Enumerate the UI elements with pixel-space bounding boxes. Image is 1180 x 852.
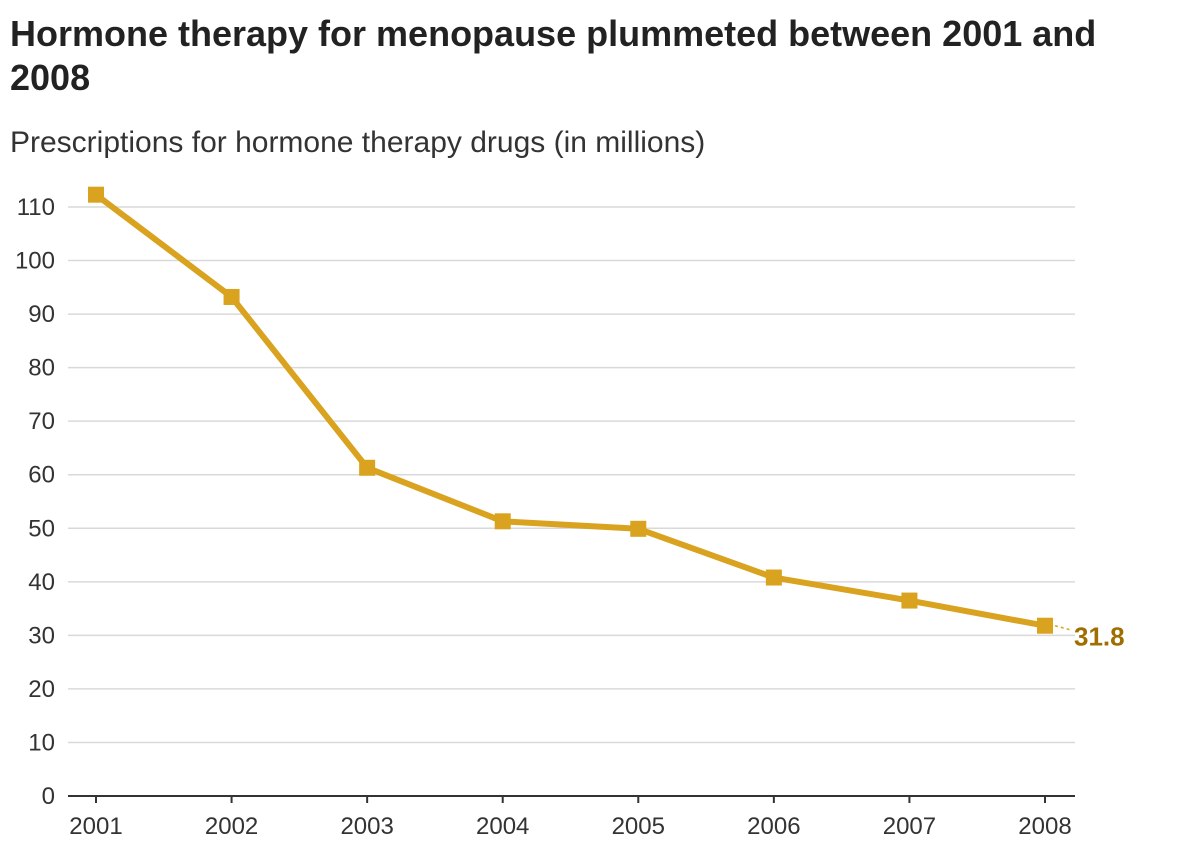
x-tick-label-2008: 2008 bbox=[1018, 813, 1071, 840]
y-tick-label-50: 50 bbox=[28, 515, 55, 542]
data-point-2001 bbox=[88, 186, 104, 203]
y-tick-label-30: 30 bbox=[28, 622, 55, 649]
x-tick-label-2005: 2005 bbox=[612, 813, 665, 840]
data-point-2006 bbox=[765, 569, 782, 586]
data-point-2002 bbox=[223, 288, 240, 305]
data-point-2007 bbox=[901, 592, 918, 609]
y-tick-label-20: 20 bbox=[28, 676, 55, 703]
chart-title: Hormone therapy for menopause plummeted … bbox=[10, 13, 1097, 98]
y-tick-label-90: 90 bbox=[28, 301, 55, 328]
y-tick-label-110: 110 bbox=[17, 194, 55, 221]
end-value-label: 31.8 bbox=[1074, 622, 1125, 652]
data-point-2004 bbox=[494, 513, 511, 530]
chart-subtitle: Prescriptions for hormone therapy drugs … bbox=[10, 126, 706, 159]
y-tick-label-10: 10 bbox=[28, 729, 55, 756]
data-point-2008 bbox=[1037, 617, 1053, 634]
y-tick-label-70: 70 bbox=[28, 408, 55, 435]
data-point-2003 bbox=[359, 459, 376, 476]
x-tick-label-2002: 2002 bbox=[205, 813, 258, 840]
x-tick-label-2007: 2007 bbox=[883, 813, 936, 840]
y-tick-label-100: 100 bbox=[15, 248, 55, 275]
end-label-connector bbox=[1054, 625, 1071, 631]
x-tick-label-2001: 2001 bbox=[69, 813, 122, 840]
y-tick-label-40: 40 bbox=[28, 569, 55, 596]
x-tick-label-2003: 2003 bbox=[340, 813, 393, 840]
series-prescriptions: 31.8 bbox=[88, 186, 1125, 652]
y-tick-label-0: 0 bbox=[42, 783, 55, 810]
gridlines bbox=[68, 206, 1075, 744]
x-axis-tick-labels: 2001 2002 2003 2004 2005 2006 2007 2008 bbox=[69, 796, 1072, 840]
y-axis-tick-labels: 0 10 20 30 40 50 60 70 80 90 100 110 bbox=[15, 194, 55, 810]
y-tick-label-80: 80 bbox=[28, 355, 55, 382]
x-tick-label-2004: 2004 bbox=[476, 813, 529, 840]
y-tick-label-60: 60 bbox=[28, 462, 55, 489]
data-point-2005 bbox=[630, 520, 647, 537]
series-line bbox=[94, 192, 1046, 629]
x-tick-label-2006: 2006 bbox=[747, 813, 800, 840]
